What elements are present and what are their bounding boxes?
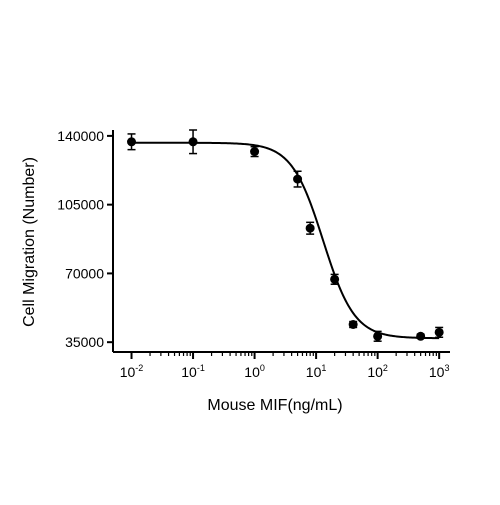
- data-point: [416, 331, 426, 341]
- data-point: [348, 319, 358, 329]
- data-point: [293, 174, 303, 184]
- data-point: [188, 137, 198, 147]
- data-points-group: [127, 129, 444, 342]
- x-tick-label: 103: [429, 363, 450, 380]
- x-tick-label: 102: [367, 363, 388, 380]
- data-point: [250, 147, 260, 157]
- x-tick-label: 10-2: [120, 363, 144, 380]
- data-point: [127, 137, 137, 147]
- x-axis-title: Mouse MIF(ng/mL): [207, 397, 342, 414]
- y-tick-label: 35000: [65, 334, 104, 350]
- data-point: [434, 327, 444, 337]
- y-tick-label: 140000: [57, 128, 104, 144]
- fit-curve-group: [131, 141, 440, 340]
- data-point: [305, 223, 315, 233]
- x-tick-label: 101: [306, 363, 327, 380]
- data-point: [373, 331, 383, 341]
- axes-group: 35000 70000 105000 140000 10-2 10-1 100 101 102 1…: [57, 128, 450, 380]
- data-point: [330, 274, 340, 284]
- fit-curve: [131, 141, 440, 340]
- y-tick-label: 105000: [57, 197, 104, 213]
- x-tick-label: 10-1: [181, 363, 205, 380]
- y-axis-title: Cell Migration (Number): [21, 157, 38, 327]
- x-tick-label: 100: [244, 363, 265, 380]
- y-tick-label: 70000: [65, 265, 104, 281]
